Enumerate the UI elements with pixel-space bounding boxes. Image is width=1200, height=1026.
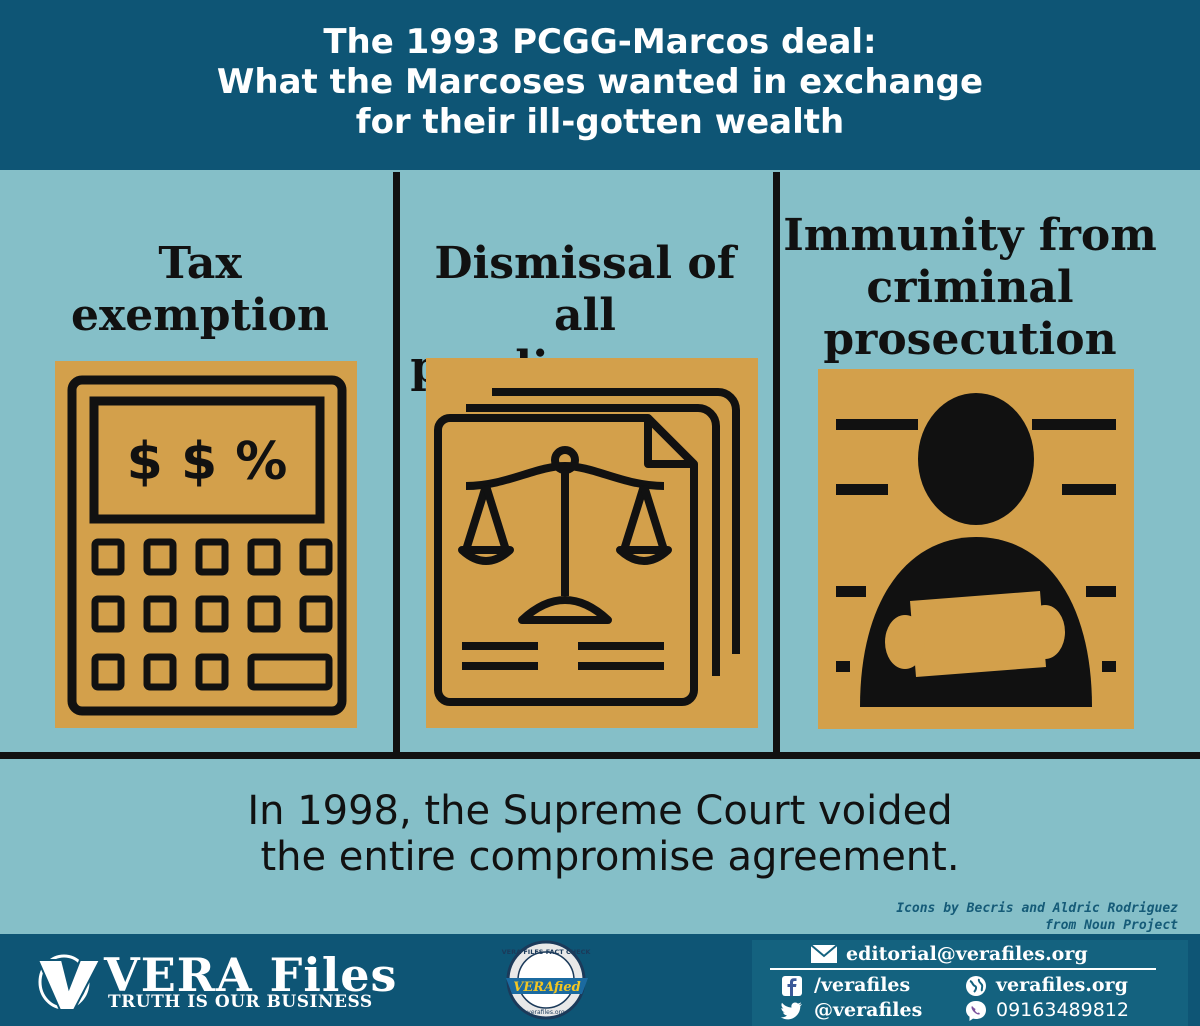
facebook-icon xyxy=(782,976,802,996)
vera-files-logo-icon xyxy=(36,954,102,1011)
viber-phone-icon xyxy=(966,1001,986,1021)
website-link[interactable]: verafiles.org xyxy=(996,974,1128,996)
seal-ring-text: VERA FILES FACT CHECK xyxy=(502,948,592,956)
brand-name: VERA Files xyxy=(104,948,398,1002)
header-banner: The 1993 PCGG-Marcos deal: What the Marc… xyxy=(0,0,1200,170)
verafied-seal-icon: VERA FILES FACT CHECK VERAfied verafiles… xyxy=(502,940,592,1020)
column-2-title-line-1: Dismissal of all xyxy=(434,238,736,341)
column-3-title-line-2: criminal xyxy=(866,262,1074,313)
facebook-link[interactable]: /verafiles xyxy=(814,974,911,996)
twitter-link[interactable]: @verafiles xyxy=(814,999,923,1021)
legal-documents-scale-icon xyxy=(426,358,758,728)
calculator-icon: $ $ % xyxy=(55,361,357,728)
email-icon xyxy=(810,944,838,963)
email-link[interactable]: editorial@verafiles.org xyxy=(846,943,1088,965)
header-title-line-2: What the Marcoses wanted in exchange xyxy=(216,62,984,102)
column-title-tax-exemption: Tax exemption xyxy=(10,238,390,342)
credit-line-1: Icons by Becris and Aldric Rodriguez xyxy=(896,901,1178,916)
conclusion-line-2: the entire compromise agreement. xyxy=(260,834,960,880)
mugshot-icon xyxy=(818,369,1134,729)
column-1-title-line-2: exemption xyxy=(71,290,329,341)
globe-icon xyxy=(966,976,986,996)
contact-panel: editorial@verafiles.org /verafiles veraf… xyxy=(752,940,1188,1026)
column-divider-1 xyxy=(393,172,400,756)
header-title-line-1: The 1993 PCGG-Marcos deal: xyxy=(323,22,877,62)
header-title-line-3: for their ill-gotten wealth xyxy=(355,102,845,142)
credit-line-2: from Noun Project xyxy=(1044,918,1178,933)
contact-separator xyxy=(770,968,1156,970)
calculator-display-text: $ $ % xyxy=(127,432,288,492)
seal-badge-text: VERAfied xyxy=(513,980,580,995)
twitter-icon xyxy=(780,1002,802,1020)
section-divider xyxy=(0,752,1200,759)
phone-number[interactable]: 09163489812 xyxy=(996,999,1129,1021)
column-3-title-line-3: prosecution xyxy=(823,314,1117,365)
column-3-title-line-1: Immunity from xyxy=(783,210,1157,261)
column-1-title-line-1: Tax xyxy=(158,238,242,289)
seal-url-text: verafiles.org xyxy=(527,1009,565,1016)
conclusion-line-1: In 1998, the Supreme Court voided xyxy=(247,788,953,834)
column-title-immunity: Immunity from criminal prosecution xyxy=(782,210,1158,366)
icon-credit: Icons by Becris and Aldric Rodriguez fro… xyxy=(896,900,1178,934)
column-divider-2 xyxy=(773,172,780,756)
brand-tagline: TRUTH IS OUR BUSINESS xyxy=(108,992,373,1012)
